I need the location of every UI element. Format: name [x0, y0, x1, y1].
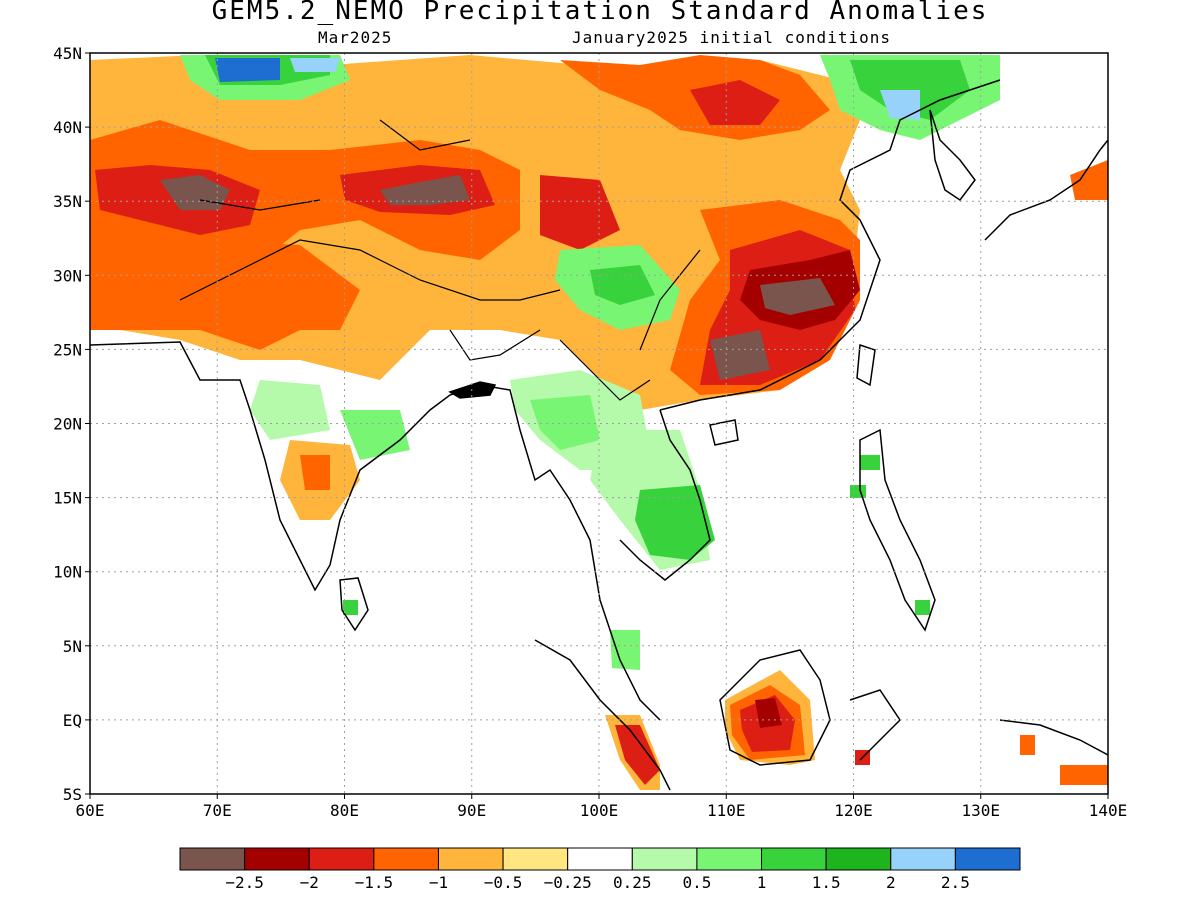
coastline-japan — [984, 139, 1108, 241]
anomaly-region — [1070, 160, 1108, 200]
lat-tick-label: 30N — [53, 266, 82, 285]
lat-tick-label: 10N — [53, 563, 82, 582]
colorbar-label: −0.5 — [484, 873, 523, 892]
lat-tick-label: 5N — [63, 637, 82, 656]
anomaly-region — [760, 278, 835, 315]
grid-lines — [90, 53, 1108, 794]
colorbar-label: −1.5 — [355, 873, 394, 892]
lat-tick-label: 20N — [53, 415, 82, 434]
anomaly-region — [755, 698, 782, 728]
valid-month: Mar2025 — [318, 28, 393, 47]
anomaly-region — [343, 600, 358, 615]
colorbar-label: 0.25 — [613, 873, 652, 892]
colorbar-label: 0.5 — [682, 873, 711, 892]
map-title: GEM5.2_NEMO Precipitation Standard Anoma… — [211, 0, 989, 26]
colorbar-swatch — [696, 847, 763, 871]
lat-axis: 45N 40N 35N 30N 25N 20N 15N 10N 5N EQ 5S — [53, 44, 90, 804]
anomaly-region — [1020, 735, 1035, 755]
anomaly-region — [610, 630, 640, 670]
lon-tick-label: 90E — [457, 801, 486, 820]
coastline-philippines — [859, 428, 936, 632]
anomaly-region — [710, 330, 770, 380]
lat-tick-label: 35N — [53, 192, 82, 211]
lon-tick-label: 130E — [961, 801, 1000, 820]
anomaly-region — [530, 395, 600, 450]
coastline-new-guinea — [999, 719, 1108, 756]
anomaly-region — [850, 485, 866, 498]
colorbar-swatch — [631, 847, 698, 871]
colorbar-label: 1.5 — [812, 873, 841, 892]
anomaly-region — [690, 80, 780, 125]
colorbar-label: −2.5 — [225, 873, 264, 892]
lon-tick-label: 80E — [330, 801, 359, 820]
bay-of-bengal-delta — [448, 381, 497, 399]
coastline-korea — [929, 109, 976, 202]
anomaly-region — [380, 175, 470, 205]
colorbar-swatch — [502, 847, 569, 871]
coastline-indochina — [619, 409, 711, 581]
colorbar: −2.5 −2 −1.5 −1 −0.5 −0.25 0.25 0.5 1 1.5 2 2.5 — [179, 847, 1021, 892]
coastline-sri-lanka — [339, 577, 369, 632]
colorbar-swatch — [761, 847, 827, 871]
lon-tick-label: 120E — [834, 801, 873, 820]
coastline-hainan — [709, 419, 739, 446]
colorbar-label: 1 — [757, 873, 767, 892]
lat-tick-label: 15N — [53, 489, 82, 508]
anomaly-region — [860, 455, 880, 470]
colorbar-label: 2 — [886, 873, 896, 892]
colorbar-swatch — [954, 847, 1021, 871]
lat-tick-label: 40N — [53, 118, 82, 137]
lat-tick-label: EQ — [63, 711, 82, 730]
anomaly-region — [215, 58, 280, 82]
coastline-mainland-se-asia — [479, 384, 661, 721]
anomaly-region — [635, 485, 715, 560]
colorbar-label: −0.25 — [544, 873, 592, 892]
coastline-sumatra — [534, 639, 671, 791]
anomaly-region — [200, 240, 360, 330]
anomaly-region — [615, 725, 660, 785]
lon-tick-label: 70E — [203, 801, 232, 820]
anomaly-region — [250, 380, 330, 440]
colorbar-swatch — [373, 847, 439, 871]
lon-axis: 60E 70E 80E 90E 100E 110E 120E 130E 140E — [76, 794, 1128, 820]
lon-tick-label: 110E — [707, 801, 746, 820]
anomaly-region — [340, 410, 410, 460]
colorbar-label: −2 — [300, 873, 319, 892]
anomaly-region — [540, 175, 620, 250]
colorbar-swatch — [567, 847, 633, 871]
colorbar-swatch — [890, 847, 956, 871]
colorbar-swatch — [179, 847, 246, 871]
anomaly-region — [160, 175, 230, 210]
anomaly-region — [880, 90, 920, 120]
colorbar-label: −1 — [429, 873, 448, 892]
anomaly-field — [90, 53, 1108, 794]
anomaly-region — [300, 455, 330, 490]
coastline-taiwan — [856, 343, 876, 387]
coastline-india — [90, 341, 481, 592]
colorbar-swatch — [437, 847, 504, 871]
lon-tick-label: 60E — [76, 801, 105, 820]
lat-tick-label: 45N — [53, 44, 82, 63]
anomaly-region — [290, 58, 340, 72]
coastline-china — [659, 79, 1001, 411]
lat-tick-label: 5S — [63, 785, 82, 804]
anomaly-region — [1060, 765, 1108, 785]
colorbar-swatch — [825, 847, 892, 871]
init-conditions: January2025 initial conditions — [572, 28, 891, 47]
lon-tick-label: 100E — [580, 801, 619, 820]
lat-tick-label: 25N — [53, 340, 82, 359]
border-lines — [179, 119, 701, 401]
anomaly-region — [915, 600, 930, 615]
lon-tick-label: 140E — [1089, 801, 1128, 820]
colorbar-swatch — [308, 847, 375, 871]
colorbar-label: 2.5 — [941, 873, 970, 892]
colorbar-swatch — [244, 847, 310, 871]
